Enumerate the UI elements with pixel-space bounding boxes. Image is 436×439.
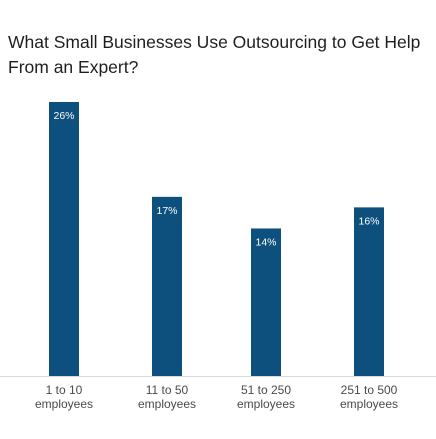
category-label-2: 11 to 50 employees xyxy=(138,383,196,411)
category-label-line: 251 to 500 xyxy=(341,383,398,397)
category-label-line: 1 to 10 xyxy=(46,383,83,397)
category-label-1: 1 to 10 employees xyxy=(35,383,93,411)
bar-3 xyxy=(251,228,281,376)
chart-title: What Small Businesses Use Outsourcing to… xyxy=(8,32,421,77)
category-label-3: 51 to 250 employees xyxy=(237,383,295,411)
category-label-line: employees xyxy=(138,397,196,411)
bar-value-label-4: 16% xyxy=(358,215,379,227)
bar-2 xyxy=(152,196,182,376)
bar-4 xyxy=(354,207,384,376)
bar-value-label-2: 17% xyxy=(156,205,177,217)
bar-value-label-3: 14% xyxy=(255,236,276,248)
bar-value-label-1: 26% xyxy=(53,110,74,122)
category-label-line: employees xyxy=(340,397,398,411)
bar-1 xyxy=(49,102,79,376)
category-label-line: 11 to 50 xyxy=(146,383,189,397)
category-label-line: employees xyxy=(35,397,93,411)
category-label-line: employees xyxy=(237,397,295,411)
category-label-line: 51 to 250 xyxy=(241,383,291,397)
bars-layer: 26% 17% 14% 16% xyxy=(49,102,384,376)
category-label-4: 251 to 500 employees xyxy=(340,383,398,411)
